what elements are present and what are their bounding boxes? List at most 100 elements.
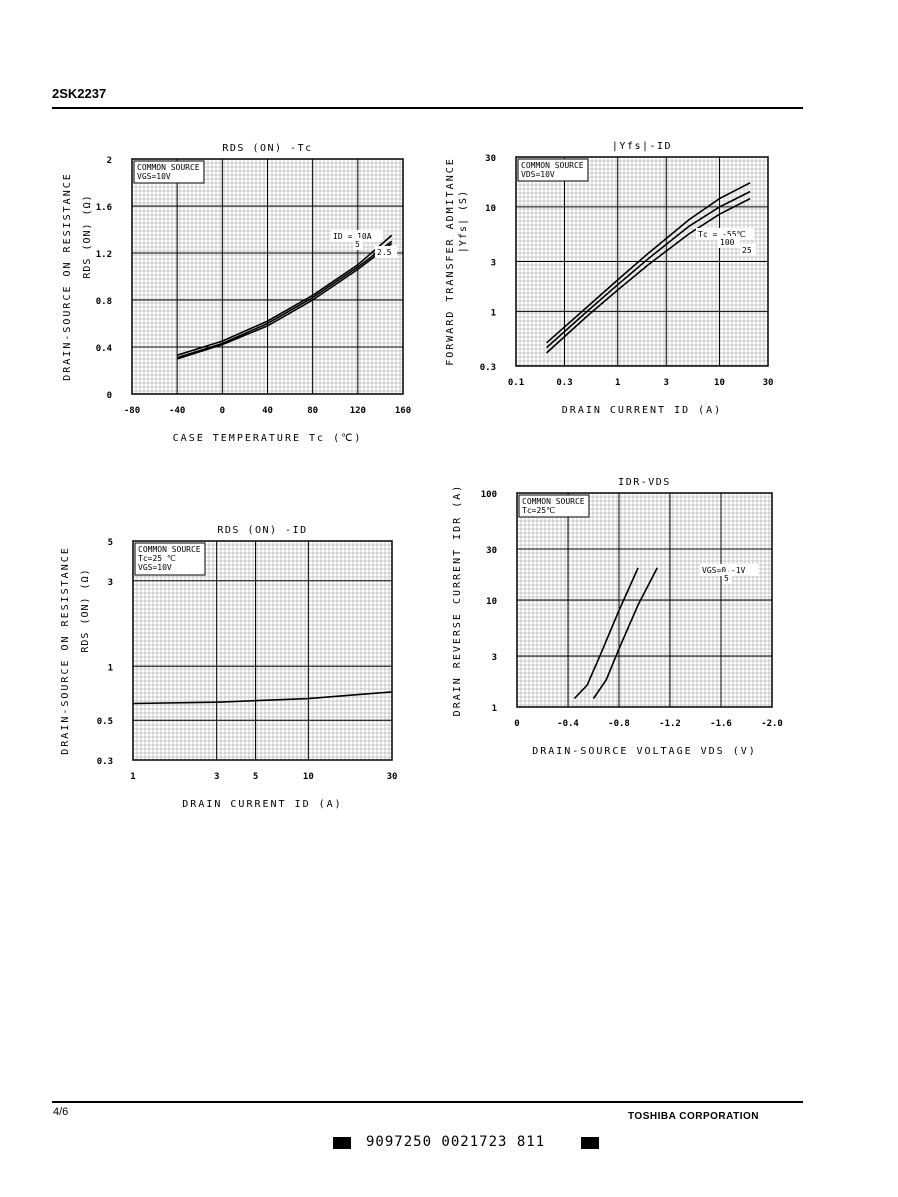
page-number: 4/6 xyxy=(53,1106,69,1118)
y-axis-label: DRAIN REVERSE CURRENT IDR (A) xyxy=(452,484,463,717)
x-axis-label: DRAIN-SOURCE VOLTAGE VDS (V) xyxy=(532,746,757,757)
legend-text: VDS=10V xyxy=(521,170,555,179)
legend-text: VGS=10V xyxy=(137,172,171,181)
y-tick-label: 0.8 xyxy=(96,297,112,307)
series-line-3 xyxy=(546,197,751,354)
chart-title: |Yfs|-ID xyxy=(612,141,672,152)
x-tick-label: 3 xyxy=(664,378,669,388)
x-tick-label: 0 xyxy=(514,719,519,729)
legend-text: Tc=25 ℃ xyxy=(138,554,176,563)
legend-box xyxy=(517,158,589,182)
y-tick-label: 0.3 xyxy=(480,363,496,373)
y-axis-label: DRAIN-SOURCE ON RESISTANCE xyxy=(60,546,71,755)
y-axis-unit-label: RDS (ON) (Ω) xyxy=(80,568,91,652)
x-tick-label: 1 xyxy=(615,378,620,388)
annotation-bg xyxy=(740,244,756,256)
annotation-bg xyxy=(353,238,363,250)
series-line-2 xyxy=(546,190,751,349)
x-tick-label: -0.4 xyxy=(557,719,579,729)
y-tick-label: 0.3 xyxy=(97,757,113,767)
legend-text: COMMON SOURCE xyxy=(138,545,201,554)
y-tick-label: 1.6 xyxy=(96,203,112,213)
y-tick-label: 1 xyxy=(108,663,113,673)
series-line-1 xyxy=(573,567,639,700)
y-tick-label: 100 xyxy=(481,490,497,500)
series-line-1 xyxy=(132,691,393,705)
x-tick-label: -0.8 xyxy=(608,719,630,729)
y-axis-unit-label: RDS (ON) (Ω) xyxy=(82,194,93,278)
series-line-3 xyxy=(176,242,393,360)
x-tick-label: 3 xyxy=(214,772,219,782)
annotation-bg xyxy=(722,572,732,584)
annotation-bg xyxy=(718,236,740,248)
y-tick-label: 3 xyxy=(491,259,496,269)
annotation-bg xyxy=(700,564,758,576)
part-number: 2SK2237 xyxy=(52,86,107,101)
y-tick-label: 1 xyxy=(492,704,497,714)
x-tick-label: 1 xyxy=(130,772,135,782)
curve-annotation: 5 xyxy=(355,240,360,249)
curve-annotation: 2.5 xyxy=(377,248,392,257)
x-tick-label: 80 xyxy=(307,406,318,416)
x-tick-label: 160 xyxy=(395,406,411,416)
y-tick-label: 30 xyxy=(485,154,496,164)
x-axis-label: DRAIN CURRENT ID (A) xyxy=(182,799,342,810)
x-tick-label: 120 xyxy=(350,406,366,416)
plot-frame xyxy=(132,540,393,761)
x-tick-label: 0.3 xyxy=(556,378,572,388)
x-tick-label: 40 xyxy=(262,406,273,416)
y-tick-label: 30 xyxy=(486,546,497,556)
legend-text: COMMON SOURCE xyxy=(522,497,585,506)
x-tick-label: 30 xyxy=(387,772,398,782)
x-axis-label: CASE TEMPERATURE Tc (℃) xyxy=(173,433,363,444)
curve-annotation: VGS=0,-1V xyxy=(702,566,746,575)
curve-annotation: 25 xyxy=(742,246,752,255)
legend-text: COMMON SOURCE xyxy=(137,163,200,172)
y-axis-unit-label: |Yfs| (S) xyxy=(458,190,469,253)
chart-title: RDS (ON) -Tc xyxy=(222,143,312,154)
legend-box xyxy=(133,160,205,184)
y-tick-label: 1.2 xyxy=(96,250,112,260)
curve-annotation: 5 xyxy=(724,574,729,583)
y-axis-label: DRAIN-SOURCE ON RESISTANCE xyxy=(62,172,73,381)
legend-box xyxy=(134,542,206,576)
header-rule xyxy=(52,107,803,109)
curve-annotation: ID = 10A xyxy=(333,232,372,241)
y-tick-label: 5 xyxy=(108,538,113,548)
x-tick-label: -1.2 xyxy=(659,719,681,729)
y-tick-label: 0 xyxy=(107,391,112,401)
legend-box xyxy=(518,494,590,518)
series-line-2 xyxy=(176,240,393,359)
series-line-2 xyxy=(592,567,659,699)
x-tick-label: -2.0 xyxy=(761,719,783,729)
annotation-bg xyxy=(331,230,383,242)
chart-title: RDS (ON) -ID xyxy=(217,525,307,536)
barcode-text: 9097250 0021723 811 xyxy=(366,1134,546,1150)
plot-frame xyxy=(516,492,773,708)
x-tick-label: -40 xyxy=(169,406,185,416)
x-tick-label: 10 xyxy=(714,378,725,388)
y-tick-label: 10 xyxy=(486,597,497,607)
plot-frame xyxy=(515,156,769,367)
curve-annotation: 100 xyxy=(720,238,735,247)
curve-annotation: Tc = -55℃ xyxy=(698,230,746,239)
x-axis-label: DRAIN CURRENT ID (A) xyxy=(562,405,722,416)
x-tick-label: 5 xyxy=(253,772,258,782)
x-tick-label: 10 xyxy=(303,772,314,782)
footer-rule xyxy=(52,1101,803,1103)
legend-text: Tc=25℃ xyxy=(522,506,555,515)
chart-title: IDR-VDS xyxy=(618,477,671,488)
x-tick-label: 30 xyxy=(763,378,774,388)
annotation-bg xyxy=(375,246,397,258)
y-axis-label: FORWARD TRANSFER ADMITANCE xyxy=(445,157,456,366)
x-tick-label: 0.1 xyxy=(508,378,524,388)
legend-text: COMMON SOURCE xyxy=(521,161,584,170)
barcode-left-block-icon xyxy=(333,1137,351,1149)
x-tick-label: -1.6 xyxy=(710,719,732,729)
y-tick-label: 0.4 xyxy=(96,344,113,354)
y-tick-label: 0.5 xyxy=(97,717,113,727)
